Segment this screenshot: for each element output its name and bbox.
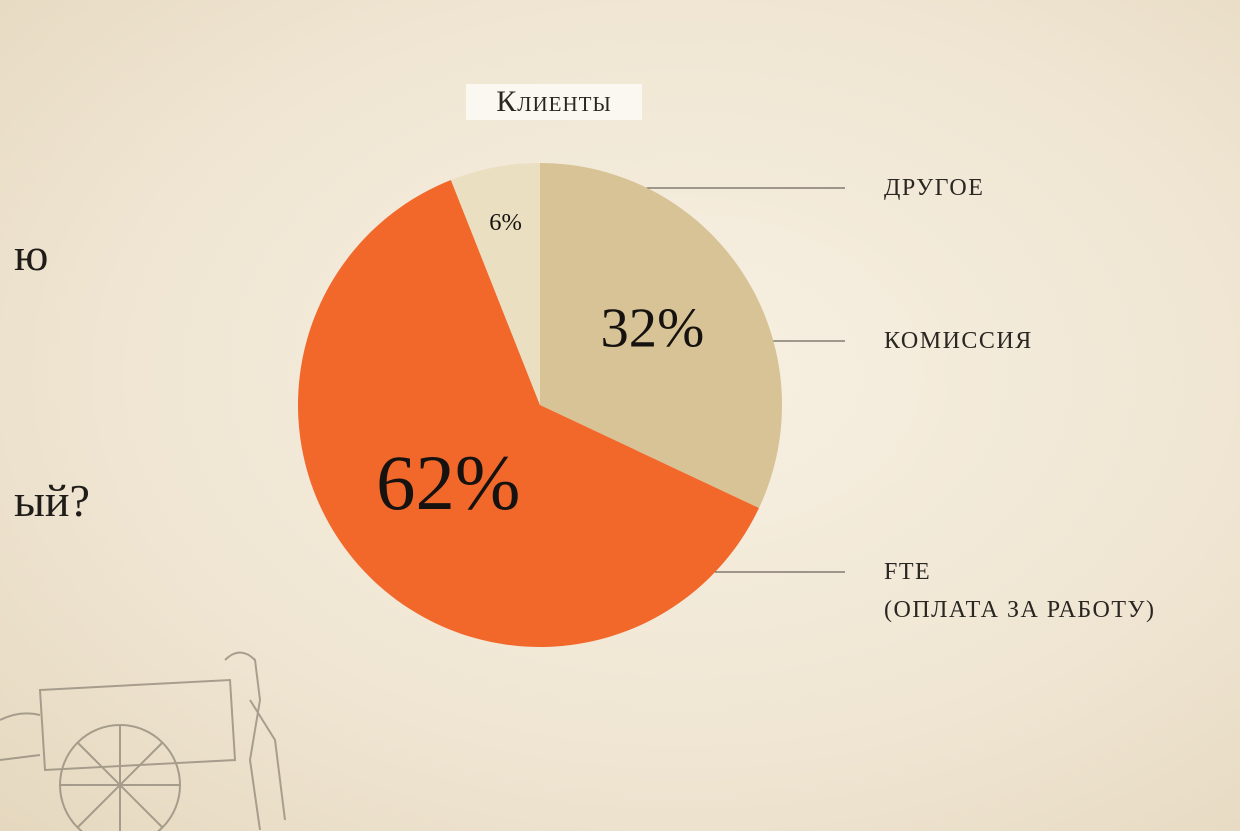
pie-slice <box>540 163 782 509</box>
cart-body <box>38 678 237 772</box>
legend-label: ДРУГОЕ <box>884 175 985 201</box>
illustration <box>0 651 286 831</box>
sketch <box>0 712 41 761</box>
wheel-spokes <box>60 725 180 831</box>
data-label: 32% <box>601 298 705 360</box>
figure <box>224 651 286 831</box>
data-label: 6% <box>489 209 522 236</box>
chart-title: Клиенты <box>466 84 642 120</box>
cut-text: ю <box>14 229 49 280</box>
pie-slice <box>297 179 759 648</box>
legend-label: КОМИССИЯ <box>884 328 1033 354</box>
cut-text: ый? <box>14 475 90 526</box>
legend-label: FTE (ОПЛАТА ЗА РАБОТУ) <box>884 559 1156 623</box>
pie-slice <box>450 163 540 405</box>
data-label: 62% <box>376 440 520 527</box>
